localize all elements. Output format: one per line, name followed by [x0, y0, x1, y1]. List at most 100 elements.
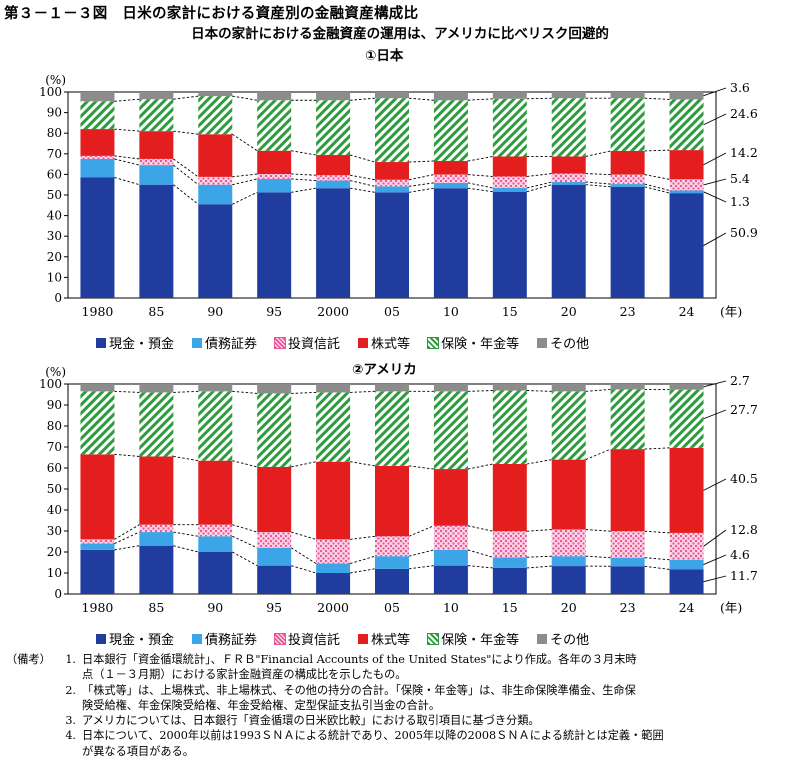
- bar-segment-insurance: [198, 96, 233, 135]
- bar-segment-equities: [139, 456, 174, 525]
- y-tick-label: 60: [47, 461, 62, 475]
- end-label-leader: [703, 529, 727, 547]
- bar-segment-bonds: [198, 536, 233, 552]
- note-line: 3. アメリカについては、日本銀行「資金循環の日米欧比較」における取引項目に基づき…: [6, 713, 664, 728]
- x-tick-label: 24: [679, 600, 695, 615]
- bar-segment-trusts: [80, 539, 115, 544]
- connector-line: [291, 150, 317, 156]
- bar-segment-trusts: [551, 173, 586, 183]
- bar-segment-trusts: [433, 525, 468, 550]
- bar-segment-bonds: [198, 184, 233, 205]
- bar-segment-equities: [669, 150, 704, 180]
- connector-line: [173, 456, 199, 462]
- connector-line: [467, 463, 493, 470]
- connector-line: [467, 565, 493, 569]
- end-label: 27.7: [730, 402, 758, 417]
- x-tick-label: 15: [502, 600, 518, 615]
- notes-indent: [6, 728, 56, 743]
- legend-swatch-equities: [358, 633, 369, 644]
- x-tick-label: 05: [384, 600, 400, 615]
- connector-line: [232, 133, 258, 152]
- connector-line: [232, 173, 258, 178]
- legend-label: 債務証券: [205, 633, 258, 648]
- connector-line: [114, 158, 140, 166]
- bar-segment-trusts: [492, 176, 527, 188]
- connector-line: [644, 565, 670, 570]
- legend-item-insurance: 保険・年金等: [427, 629, 519, 648]
- bar-segment-equities: [492, 156, 527, 177]
- bar-segment-cash: [139, 545, 174, 594]
- bar-segment-trusts: [610, 174, 645, 185]
- connector-line: [585, 181, 611, 185]
- bar-segment-other: [492, 92, 527, 99]
- note-text: 日本について、2000年以前は1993ＳＮＡによる統計であり、2005年以降の2…: [82, 729, 664, 743]
- connector-line: [467, 390, 493, 392]
- note-number: [56, 667, 82, 682]
- bar-segment-equities: [139, 131, 174, 159]
- y-tick-label: 80: [47, 419, 62, 433]
- connector-line: [114, 155, 140, 160]
- legend-item-trusts: 投資信託: [274, 333, 340, 352]
- connector-line: [291, 565, 317, 574]
- bar-segment-insurance: [139, 392, 174, 457]
- y-tick-label: 30: [47, 229, 62, 243]
- bar-segment-insurance: [139, 99, 174, 132]
- bar-segment-cash: [610, 186, 645, 298]
- connector-line: [585, 448, 611, 461]
- connector-line: [644, 97, 670, 100]
- bar-segment-bonds: [433, 549, 468, 566]
- y-axis-label: (%): [45, 73, 66, 87]
- connector-line: [349, 180, 376, 187]
- connector-line: [232, 95, 258, 101]
- notes-heading: （備考）: [6, 653, 51, 666]
- notes-indent: [6, 713, 56, 728]
- bar-segment-insurance: [551, 391, 586, 460]
- bar-segment-insurance: [610, 98, 645, 151]
- x-tick-label: 20: [561, 600, 577, 615]
- connector-line: [644, 447, 670, 450]
- bar-segment-trusts: [139, 524, 174, 533]
- y-tick-label: 90: [47, 398, 62, 412]
- legend-swatch-cash: [96, 633, 106, 644]
- legend-item-insurance: 保険・年金等: [427, 333, 519, 352]
- legend-swatch-trusts: [274, 632, 287, 645]
- bar-segment-equities: [433, 161, 468, 175]
- x-axis-label: (年): [720, 600, 742, 615]
- legend-swatch-other: [537, 633, 548, 644]
- note-number: [56, 698, 82, 713]
- end-label: 14.2: [730, 145, 758, 160]
- connector-line: [467, 98, 493, 101]
- bar-segment-insurance: [492, 390, 527, 465]
- connector-line: [350, 187, 376, 193]
- bar-segment-cash: [375, 192, 409, 298]
- bar-segment-bonds: [316, 563, 351, 573]
- note-text: 点（１－３月期）における家計金融資産の構成比を示したもの。: [82, 668, 407, 682]
- connector-line: [232, 551, 258, 567]
- bar-segment-equities: [375, 465, 409, 537]
- connector-line: [526, 555, 552, 558]
- legend-swatch-trusts: [274, 336, 287, 349]
- bar-segment-bonds: [80, 543, 115, 550]
- connector-line: [173, 95, 199, 100]
- connector-line: [526, 390, 552, 392]
- bar-segment-other: [375, 384, 409, 392]
- note-number: 3.: [65, 714, 76, 728]
- connector-line: [526, 184, 552, 193]
- bar-segment-other: [316, 92, 351, 101]
- notes-indent: [6, 744, 56, 759]
- y-tick-label: 40: [47, 503, 62, 517]
- bar-segment-other: [375, 92, 409, 99]
- bar-segment-insurance: [80, 391, 115, 455]
- bar-segment-cash: [198, 552, 233, 594]
- notes-section: （備考） 1. 日本銀行「資金循環統計」、ＦＲＢ"Financial Account…: [6, 652, 664, 759]
- bar-segment-insurance: [80, 101, 115, 130]
- end-label-leader: [703, 409, 727, 420]
- connector-line: [114, 390, 140, 393]
- connector-line: [467, 182, 493, 189]
- japan-legend: 現金・預金 債務証券 投資信託 株式等 保険・年金等 その他: [96, 333, 589, 352]
- bar-segment-insurance: [257, 100, 292, 151]
- bar-segment-other: [551, 384, 586, 392]
- connector-line: [526, 97, 552, 100]
- legend-swatch-equities: [358, 337, 369, 348]
- legend-label: 現金・預金: [109, 633, 175, 648]
